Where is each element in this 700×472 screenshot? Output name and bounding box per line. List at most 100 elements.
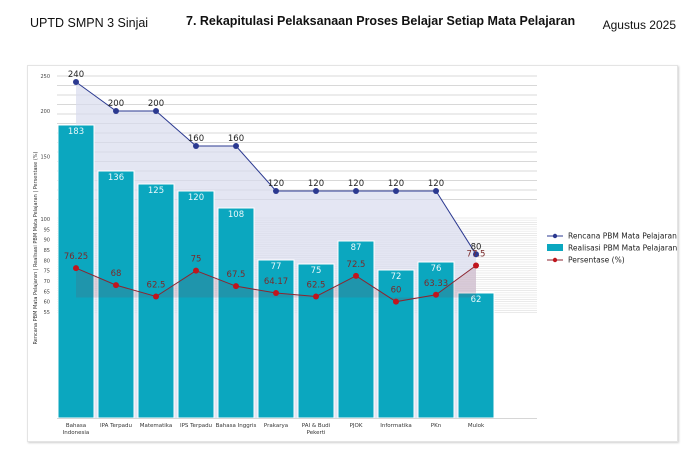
category-label-line: Mulok	[468, 423, 485, 429]
plan-marker-10	[473, 251, 479, 258]
legend-percentage-marker-icon	[552, 257, 558, 263]
x-axis: Bahasa Indonesia IPA Terpadu Matematika IPS …	[63, 423, 485, 436]
percentage-area	[76, 265, 476, 302]
y-tick-lower-9: 55	[44, 310, 50, 316]
category-label-6: PAI & Budi Pekerti	[302, 423, 331, 436]
y-tick-lower-4: 80	[44, 258, 50, 264]
category-label-line: IPS Terpadu	[180, 423, 212, 429]
percentage-marker-5	[273, 290, 279, 297]
percentage-label-8: 60	[391, 286, 402, 296]
category-label-4: Bahasa Inggris	[216, 423, 257, 429]
category-label-line: Matematika	[140, 423, 173, 429]
bar-label-0: 183	[68, 127, 84, 137]
legend: Rencana PBM Mata Pelajaran Realisasi PBM …	[547, 232, 678, 265]
y-tick-upper-1: 200	[40, 109, 50, 115]
y-axis: 250 200 150 100 95 90 85 80 75 70 65 60 55 Rencana PB…	[33, 74, 537, 419]
percentage-marker-4	[233, 283, 239, 290]
plan-area	[76, 82, 476, 418]
y-tick-lower-3: 85	[44, 248, 50, 254]
percentage-label-10: 77.5	[467, 250, 486, 260]
percentage-label-0: 76.25	[64, 252, 88, 262]
y-tick-upper-0: 250	[40, 74, 50, 80]
bar-label-7: 87	[351, 243, 362, 253]
school-name: UPTD SMPN 3 Sinjai	[30, 16, 149, 30]
y-tick-lower-8: 60	[44, 300, 50, 306]
percentage-marker-2	[153, 293, 159, 300]
bar-2	[137, 183, 175, 419]
plan-label-8: 120	[388, 179, 404, 189]
percentage-label-4: 67.5	[227, 270, 246, 280]
bar-5	[257, 259, 295, 419]
legend-plan-label: Rencana PBM Mata Pelajaran	[568, 232, 677, 241]
plan-marker-8	[393, 188, 399, 194]
y-tick-lower-5: 75	[44, 269, 50, 275]
legend-percentage-label: Persentase (%)	[568, 256, 625, 265]
legend-plan-marker-icon	[552, 233, 558, 239]
bar-label-2: 125	[148, 186, 164, 196]
y-tick-upper-2: 150	[40, 154, 50, 160]
labels: 183 136 125 120 108 77 75 87 72 76 62 240 200 200 160 1…	[64, 70, 486, 305]
plan-marker-1	[113, 108, 119, 114]
category-label-10: Mulok	[468, 423, 485, 429]
plan-label-2: 200	[148, 99, 164, 109]
legend-bar-swatch-icon	[547, 244, 563, 251]
percentage-label-9: 63.33	[424, 279, 448, 289]
category-label-line: Prakarya	[264, 423, 288, 429]
category-label-line: Informatika	[380, 423, 411, 429]
percentage-marker-0	[73, 265, 79, 272]
category-label-line: Bahasa	[66, 423, 86, 429]
plan-marker-2	[153, 108, 159, 114]
percentage-marker-8	[393, 298, 399, 305]
category-label-line: IPA Terpadu	[100, 423, 132, 429]
bar-label-6: 75	[311, 266, 322, 276]
y-tick-lower-6: 70	[44, 279, 50, 285]
category-label-3: IPS Terpadu	[180, 423, 212, 429]
percentage-label-7: 72.5	[347, 260, 366, 270]
bar-4	[217, 207, 255, 419]
bar-3	[177, 190, 215, 419]
bar-8	[377, 269, 415, 419]
bar-10	[457, 292, 495, 419]
bar-label-1: 136	[108, 173, 124, 183]
plan-label-0: 240	[68, 70, 84, 80]
plan-label-10: 80	[471, 242, 482, 252]
plan-area-fill	[76, 82, 476, 418]
percentage-marker-7	[353, 272, 359, 279]
bar-label-5: 77	[271, 262, 282, 272]
bar-label-4: 108	[228, 210, 244, 220]
y-axis-label: Rencana PBM Mata Pelajaran | Realisasi P…	[33, 151, 39, 344]
percentage-marker-3	[193, 267, 199, 274]
bar-0	[57, 124, 95, 419]
plan-marker-6	[313, 188, 319, 194]
legend-bar-label: Realisasi PBM Mata Pelajaran	[568, 244, 678, 253]
plan-label-3: 160	[188, 134, 204, 144]
percentage-label-1: 68	[111, 269, 122, 279]
percentage-label-6: 62.5	[307, 281, 326, 291]
plan-label-5: 120	[268, 179, 284, 189]
category-label-9: PKn	[431, 423, 442, 429]
plan-marker-7	[353, 188, 359, 194]
plan-marker-4	[233, 143, 239, 149]
y-tick-lower-1: 95	[44, 227, 50, 233]
category-label-line: PJOK	[350, 423, 363, 429]
category-label-8: Informatika	[380, 423, 411, 429]
bar-label-10: 62	[471, 295, 482, 305]
percentage-marker-10	[473, 262, 479, 269]
report-period: Agustus 2025	[602, 18, 676, 32]
plan-label-1: 200	[108, 99, 124, 109]
bar-label-8: 72	[391, 272, 402, 282]
category-label-5: Prakarya	[264, 423, 288, 429]
lines	[73, 79, 479, 305]
y-tick-lower-2: 90	[44, 238, 50, 244]
category-label-0: Bahasa Indonesia	[63, 423, 90, 436]
y-tick-lower-7: 65	[44, 289, 50, 295]
percentage-label-5: 64.17	[264, 277, 288, 287]
category-label-line: Pekerti	[307, 430, 326, 436]
plan-marker-3	[193, 143, 199, 149]
page-title: 7. Rekapitulasi Pelaksanaan Proses Belaj…	[186, 14, 576, 28]
bar-1	[97, 170, 135, 419]
plan-label-7: 120	[348, 179, 364, 189]
category-label-1: IPA Terpadu	[100, 423, 132, 429]
percentage-area-fill	[76, 265, 476, 302]
percentage-marker-1	[113, 282, 119, 289]
